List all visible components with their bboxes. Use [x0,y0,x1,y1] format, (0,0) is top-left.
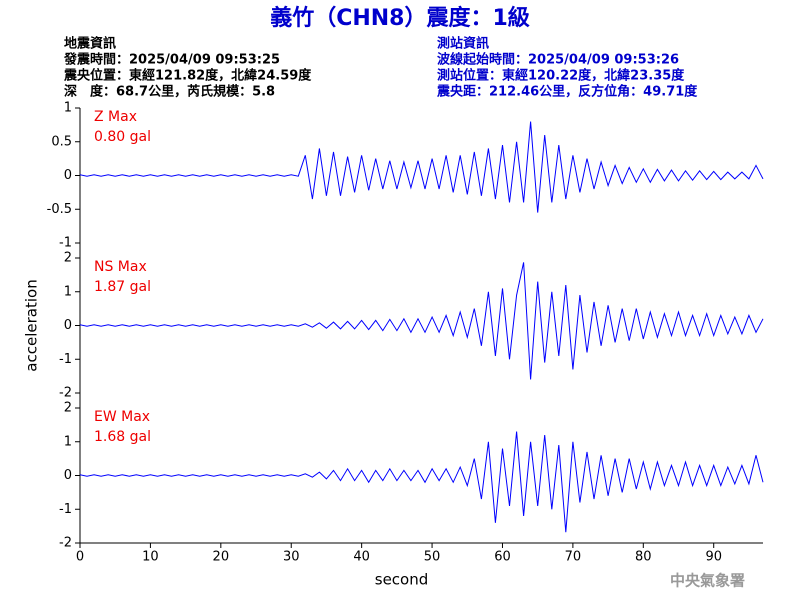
x-tick-label: 60 [494,550,511,565]
y-tick-label: 0 [64,168,72,183]
y-tick-label: 1 [64,101,72,116]
y-tick-label: 2 [64,401,72,416]
max-annotation: NS Max [94,259,147,275]
footer: 中央氣象署 [670,572,745,590]
info-line: 測站位置：東經120.22度，北緯23.35度 [437,68,685,84]
y-tick-label: 1 [64,434,72,449]
y-tick-label: -2 [59,386,72,401]
y-tick-label: -2 [59,536,72,551]
y-tick-label: 1 [64,284,72,299]
x-tick-label: 0 [76,550,84,565]
x-tick-label: 30 [283,550,300,565]
x-tick-label: 80 [635,550,652,565]
y-tick-label: -1 [59,502,72,517]
info-line: 發震時間：2025/04/09 09:53:25 [63,52,280,68]
info-line: 波線起始時間：2025/04/09 09:53:26 [437,52,679,68]
x-tick-label: 10 [142,550,159,565]
x-tick-label: 90 [705,550,722,565]
x-axis-label: second [375,571,429,589]
x-tick-label: 20 [213,550,230,565]
y-tick-label: 0.5 [51,134,72,149]
y-tick-label: -0.5 [47,202,72,217]
info-line: 地震資訊 [64,36,116,52]
max-annotation: Z Max [94,109,137,125]
chart-title: 義竹（CHN8）震度：1級 [270,5,530,31]
info-line: 深 度：68.7公里，芮氏規模：5.8 [64,84,275,100]
x-tick-label: 70 [565,550,582,565]
waveform [79,121,764,213]
y-tick-label: -1 [59,236,72,251]
y-tick-label: 0 [64,468,72,483]
info-line: 震央距：212.46公里，反方位角：49.71度 [436,84,698,100]
max-annotation: 1.87 gal [94,279,151,295]
waveform [79,262,764,380]
y-tick-label: 0 [64,318,72,333]
info-line: 測站資訊 [437,36,489,52]
y-tick-label: 2 [64,251,72,266]
waveform [79,431,764,533]
max-annotation: 0.80 gal [94,129,151,145]
x-tick-label: 50 [424,550,441,565]
info-line: 震央位置：東經121.82度，北緯24.59度 [63,68,312,84]
max-annotation: EW Max [94,409,150,425]
x-tick-label: 40 [353,550,370,565]
max-annotation: 1.68 gal [94,429,151,445]
y-axis-label: acceleration [23,279,41,371]
y-tick-label: -1 [59,352,72,367]
